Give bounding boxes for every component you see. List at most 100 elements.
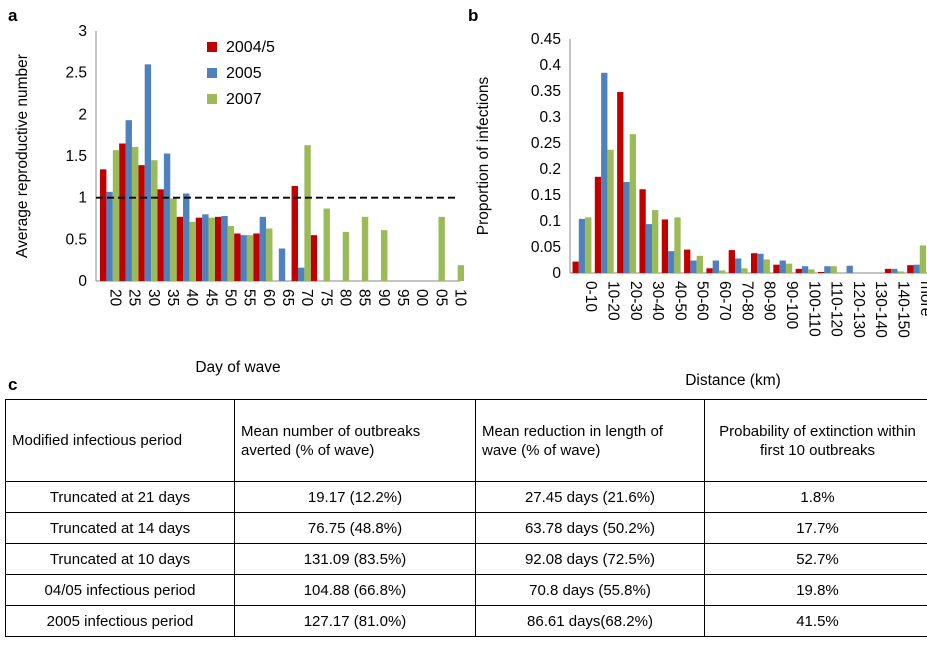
bar bbox=[891, 268, 898, 273]
table-cell: 41.5% bbox=[704, 605, 927, 637]
bar bbox=[361, 216, 369, 281]
bar bbox=[585, 217, 592, 273]
bar bbox=[801, 266, 809, 273]
table-row: 04/05 infectious period 104.88 (66.8%) 7… bbox=[5, 574, 927, 606]
panel-a-letter: a bbox=[8, 6, 18, 25]
x-tick-label: 85 bbox=[356, 289, 373, 306]
bar bbox=[112, 150, 120, 281]
x-tick-label: 00 bbox=[413, 289, 430, 307]
bar bbox=[661, 219, 669, 273]
table-header-cell: Probability of extinction within first 1… bbox=[704, 399, 927, 482]
bar bbox=[897, 271, 904, 273]
table-cell: 104.88 (66.8%) bbox=[234, 574, 476, 606]
legend-swatch bbox=[207, 94, 217, 104]
x-tick-label: 05 bbox=[432, 289, 449, 306]
bar bbox=[795, 268, 802, 273]
bar bbox=[824, 266, 831, 273]
x-tick-label: 130-140 bbox=[872, 281, 889, 338]
y-tick-label: 1.5 bbox=[65, 148, 87, 165]
x-tick-label: 55 bbox=[241, 289, 258, 306]
y-tick-label: 0.45 bbox=[531, 31, 561, 48]
x-tick-label: 70 bbox=[298, 289, 315, 307]
table-cell: 70.8 days (55.8%) bbox=[475, 574, 705, 606]
x-tick-label: 20-30 bbox=[627, 281, 644, 321]
table-row: Truncated at 10 days 131.09 (83.5%) 92.0… bbox=[5, 543, 927, 575]
x-tick-label: 20 bbox=[107, 289, 124, 307]
table-cell: Truncated at 14 days bbox=[5, 512, 235, 544]
y-tick-label: 2.5 bbox=[65, 65, 87, 82]
x-tick-label: 40 bbox=[183, 289, 200, 307]
bar bbox=[846, 265, 853, 273]
x-tick-label: 70-80 bbox=[738, 281, 755, 321]
table-cell: 04/05 infectious period bbox=[5, 574, 235, 606]
table-cell: 86.61 days(68.2%) bbox=[475, 605, 705, 637]
bar bbox=[291, 186, 298, 281]
x-tick-label: 140-150 bbox=[895, 281, 912, 338]
table-cell: 17.7% bbox=[704, 512, 927, 544]
y-tick-label: 0.05 bbox=[531, 239, 561, 256]
legend-label: 2007 bbox=[226, 91, 262, 108]
bar bbox=[706, 268, 713, 273]
bar bbox=[253, 233, 260, 281]
bar bbox=[572, 261, 579, 273]
table-cell: 127.17 (81.0%) bbox=[234, 605, 476, 637]
bar bbox=[183, 193, 190, 281]
x-tick-label: 30 bbox=[145, 289, 162, 307]
legend-label: 2005 bbox=[226, 65, 262, 82]
table-header-cell: Mean number of outbreaks averted (% of w… bbox=[234, 399, 476, 482]
bar bbox=[297, 267, 305, 281]
x-tick-label: 50-60 bbox=[694, 281, 711, 321]
bar bbox=[617, 92, 624, 273]
bar bbox=[323, 208, 330, 281]
bar bbox=[157, 189, 164, 281]
figure-charts: a b 0 0.5 1 1.5 2 2.5 3 Average reproductive nu… bbox=[8, 6, 927, 389]
x-tick-label: 35 bbox=[164, 289, 181, 306]
bar bbox=[131, 146, 139, 281]
bar bbox=[913, 264, 920, 273]
bar bbox=[751, 253, 758, 273]
bar bbox=[144, 64, 152, 281]
x-tick-label: 100-110 bbox=[805, 281, 822, 337]
table-cell: 2005 infectious period bbox=[5, 605, 235, 637]
legend-swatch bbox=[207, 42, 217, 52]
bar bbox=[151, 160, 158, 281]
bar bbox=[189, 221, 196, 281]
x-tick-label: 90 bbox=[375, 289, 392, 307]
legend-label: 2004/5 bbox=[226, 39, 275, 56]
bar bbox=[578, 218, 586, 273]
table-cell: Truncated at 21 days bbox=[5, 481, 235, 513]
table-cell: 1.8% bbox=[704, 481, 927, 513]
x-tick-label: 25 bbox=[126, 289, 143, 306]
bar bbox=[163, 153, 171, 281]
table-row: Truncated at 21 days 19.17 (12.2%) 27.45… bbox=[5, 481, 927, 513]
table-cell: 131.09 (83.5%) bbox=[234, 543, 476, 575]
table-header-cell: Modified infectious period bbox=[5, 399, 235, 482]
bar bbox=[381, 230, 388, 281]
y-axis-label: Proportion of infections bbox=[475, 76, 492, 235]
bar bbox=[438, 216, 445, 281]
bar bbox=[884, 268, 892, 273]
legend-swatch bbox=[207, 68, 217, 78]
x-tick-label: 80-90 bbox=[761, 281, 778, 321]
x-tick-label: 120-130 bbox=[850, 281, 867, 338]
bar bbox=[907, 265, 914, 273]
x-axis-label: Distance (km) bbox=[685, 372, 781, 389]
table-cell: Truncated at 10 days bbox=[5, 543, 235, 575]
bar bbox=[919, 245, 927, 273]
y-tick-label: 3 bbox=[78, 23, 87, 40]
y-axis-label: Average reproductive number bbox=[14, 54, 31, 258]
bar bbox=[278, 248, 286, 281]
panel-c-letter: c bbox=[8, 375, 18, 394]
bar bbox=[830, 266, 837, 273]
bar bbox=[712, 260, 719, 273]
y-tick-label: 2 bbox=[78, 106, 87, 123]
y-tick-label: 0.25 bbox=[531, 135, 561, 152]
results-table: Modified infectious period Mean number o… bbox=[5, 399, 927, 637]
bar bbox=[645, 224, 653, 273]
bar bbox=[741, 268, 748, 273]
bar bbox=[734, 258, 742, 273]
bar bbox=[763, 259, 770, 273]
bar bbox=[684, 249, 691, 273]
chart-b: 0 0.05 0.1 0.15 0.2 0.25 0.3 0.35 0.4 0.45 Proport… bbox=[475, 31, 927, 389]
x-axis-label: Day of wave bbox=[195, 359, 280, 376]
